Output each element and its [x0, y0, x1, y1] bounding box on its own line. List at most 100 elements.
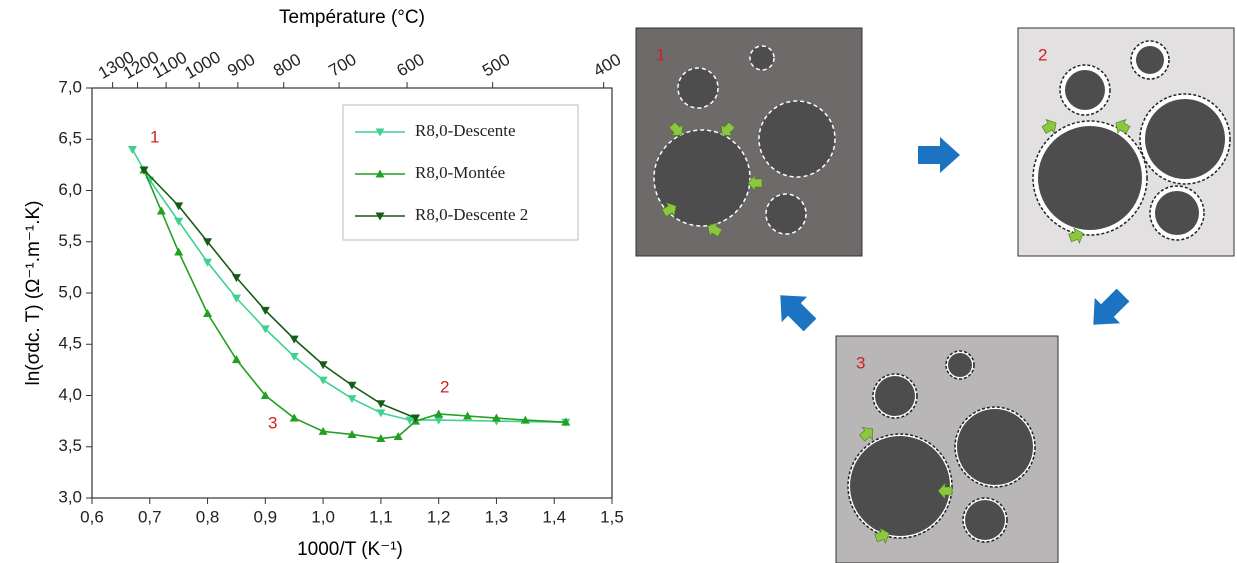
- data-marker: [463, 411, 473, 420]
- data-marker: [434, 416, 444, 425]
- grain: [965, 500, 1005, 540]
- x-tick-label: 0,6: [80, 507, 104, 526]
- data-marker: [231, 355, 241, 364]
- grain: [765, 193, 807, 235]
- data-marker: [289, 413, 299, 422]
- annotation: 1: [150, 127, 159, 146]
- top-tick-label: 400: [590, 50, 624, 81]
- data-marker: [376, 409, 386, 418]
- cycle-arrow: [767, 282, 823, 338]
- data-marker: [376, 434, 386, 443]
- panel-label: 2: [1038, 45, 1047, 64]
- grain: [957, 409, 1033, 485]
- legend-label: R8,0-Montée: [415, 163, 505, 182]
- grain: [1145, 99, 1225, 179]
- x-tick-label: 0,7: [138, 507, 162, 526]
- series-line: [131, 149, 566, 423]
- y-tick-label: 4,0: [58, 385, 82, 404]
- data-marker: [174, 217, 184, 226]
- y-tick-label: 5,0: [58, 282, 82, 301]
- grain: [749, 45, 775, 71]
- x-tick-label: 0,8: [196, 507, 220, 526]
- data-marker: [260, 325, 270, 334]
- data-marker: [520, 415, 530, 424]
- legend-marker: [375, 169, 385, 178]
- series-line: [143, 169, 416, 419]
- data-marker: [434, 409, 444, 418]
- annotation: 3: [268, 413, 277, 432]
- data-marker: [174, 202, 184, 211]
- y-axis-label: ln(σdc. T) (Ω⁻¹.m⁻¹.K): [23, 201, 44, 386]
- grain: [1038, 126, 1142, 230]
- x-tick-label: 1,1: [369, 507, 393, 526]
- data-marker: [127, 146, 137, 154]
- data-marker: [347, 429, 357, 438]
- y-tick-label: 3,0: [58, 487, 82, 506]
- top-tick-label: 600: [394, 50, 428, 81]
- data-marker: [260, 391, 270, 399]
- top-tick-label: 700: [326, 50, 360, 81]
- grain: [758, 100, 836, 178]
- data-marker: [139, 166, 149, 175]
- cycle-arrow: [1080, 282, 1136, 338]
- top-tick-label: 500: [479, 50, 513, 81]
- data-marker: [347, 395, 357, 404]
- top-axis-label: Température (°C): [279, 7, 425, 28]
- data-marker: [376, 400, 386, 409]
- data-marker: [231, 294, 241, 303]
- grain: [850, 436, 950, 536]
- x-tick-label: 1,0: [311, 507, 335, 526]
- legend-label: R8,0-Descente 2: [415, 205, 528, 224]
- legend-marker: [375, 128, 385, 137]
- data-marker: [260, 306, 270, 315]
- x-tick-label: 0,9: [254, 507, 278, 526]
- top-tick-label: 900: [224, 50, 258, 81]
- panel-label: 1: [656, 45, 665, 64]
- data-marker: [156, 206, 166, 215]
- annotation: 2: [440, 377, 449, 396]
- y-tick-label: 4,5: [58, 334, 82, 353]
- legend-label: R8,0-Descente: [415, 121, 516, 140]
- panel-label: 3: [856, 353, 865, 372]
- data-marker: [318, 361, 328, 370]
- data-marker: [393, 432, 403, 440]
- data-marker: [405, 416, 415, 425]
- data-marker: [491, 413, 501, 422]
- data-marker: [347, 381, 357, 390]
- x-tick-label: 1,5: [600, 507, 624, 526]
- data-marker: [318, 376, 328, 385]
- y-tick-label: 5,5: [58, 231, 82, 250]
- data-marker: [203, 238, 213, 247]
- y-tick-label: 6,0: [58, 180, 82, 199]
- x-tick-label: 1,4: [542, 507, 566, 526]
- x-axis-label: 1000/T (K⁻¹): [297, 539, 403, 560]
- y-tick-label: 7,0: [58, 77, 82, 96]
- panel: 2: [1017, 27, 1235, 257]
- grain: [948, 353, 972, 377]
- cycle-arrow: [918, 137, 960, 173]
- panel: 1: [635, 27, 863, 257]
- x-tick-label: 1,2: [427, 507, 451, 526]
- grain: [1155, 191, 1199, 235]
- x-tick-label: 1,3: [485, 507, 509, 526]
- legend-box: [342, 104, 579, 241]
- data-marker: [289, 353, 299, 362]
- top-tick-label: 800: [270, 50, 304, 81]
- data-marker: [561, 417, 571, 426]
- grain: [653, 129, 751, 227]
- grain: [1065, 70, 1105, 110]
- grain: [875, 376, 915, 416]
- grain: [677, 67, 719, 109]
- data-marker: [318, 426, 328, 435]
- panel: 3: [835, 335, 1059, 563]
- data-marker: [289, 335, 299, 344]
- data-marker: [231, 274, 241, 283]
- legend-marker: [375, 212, 385, 221]
- y-tick-label: 3,5: [58, 436, 82, 455]
- data-marker: [411, 414, 421, 423]
- data-marker: [203, 258, 213, 267]
- grain: [1136, 46, 1164, 74]
- y-tick-label: 6,5: [58, 129, 82, 148]
